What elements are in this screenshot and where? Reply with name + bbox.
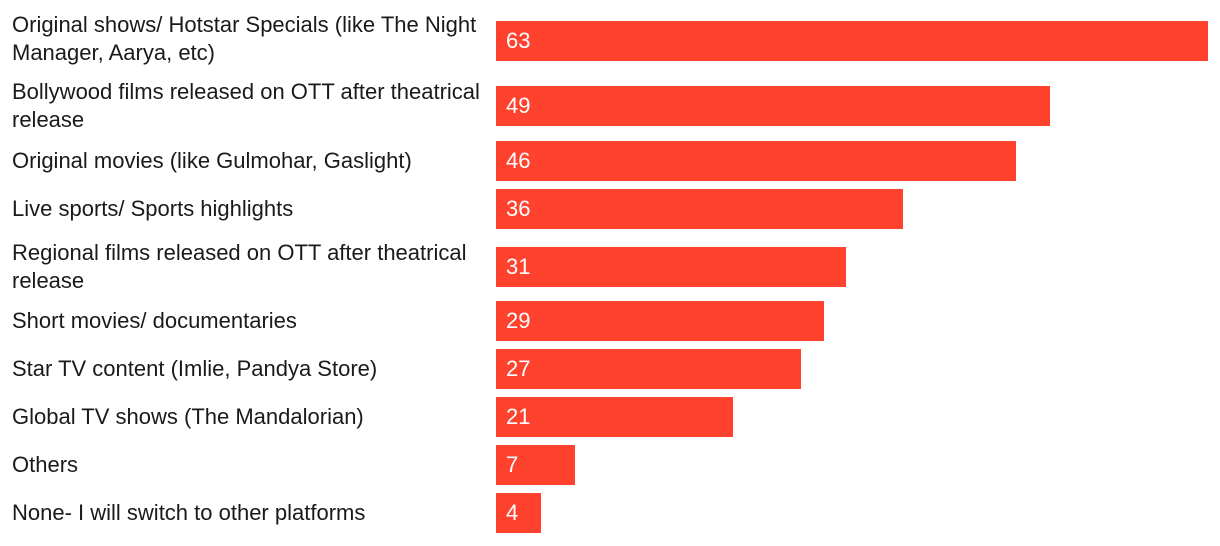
bar: 27 [496, 349, 801, 389]
bar-value-label: 29 [506, 308, 531, 333]
bar-row: None- I will switch to other platforms 4 [0, 490, 1220, 536]
bar-value-label: 46 [506, 148, 531, 173]
bar-row: Original movies (like Gulmohar, Gaslight… [0, 138, 1220, 184]
bar-value-label: 4 [506, 500, 519, 525]
bar-value-label: 21 [506, 404, 531, 429]
bar-row: Regional films released on OTT after the… [0, 238, 1220, 296]
category-label: Short movies/ documentaries [12, 308, 297, 333]
bar: 29 [496, 301, 824, 341]
category-label: Star TV content (Imlie, Pandya Store) [12, 356, 378, 381]
category-label: None- I will switch to other platforms [12, 500, 366, 525]
bar-value-label: 7 [506, 452, 519, 477]
bar: 63 [496, 21, 1208, 61]
bar-row: Bollywood films released on OTT after th… [0, 78, 1220, 134]
bar-row: Others 7 [0, 442, 1220, 488]
bar-row: Global TV shows (The Mandalorian) 21 [0, 394, 1220, 440]
bar-value-label: 63 [506, 28, 531, 53]
bar-row: Live sports/ Sports highlights 36 [0, 186, 1220, 232]
bar-row: Star TV content (Imlie, Pandya Store) 27 [0, 346, 1220, 392]
bar-value-label: 49 [506, 93, 531, 118]
category-label: Global TV shows (The Mandalorian) [12, 404, 364, 429]
category-label: Original movies (like Gulmohar, Gaslight… [12, 148, 412, 173]
bar-value-label: 36 [506, 196, 531, 221]
bar: 21 [496, 397, 733, 437]
bar-value-label: 31 [506, 254, 531, 279]
bar: 46 [496, 141, 1016, 181]
bar: 7 [496, 445, 575, 485]
bar: 31 [496, 247, 846, 287]
category-label: Bollywood films released on OTT after th… [12, 79, 480, 132]
bar-row: Original shows/ Hotstar Specials (like T… [0, 8, 1220, 70]
category-label: Others [12, 452, 79, 477]
category-label: Regional films released on OTT after the… [12, 240, 467, 293]
bar: 49 [496, 86, 1050, 126]
bar-row: Short movies/ documentaries 29 [0, 298, 1220, 344]
bar: 36 [496, 189, 903, 229]
category-label: Live sports/ Sports highlights [12, 196, 294, 221]
category-label: Original shows/ Hotstar Specials (like T… [12, 12, 477, 65]
bar: 4 [496, 493, 541, 533]
bar-value-label: 27 [506, 356, 531, 381]
